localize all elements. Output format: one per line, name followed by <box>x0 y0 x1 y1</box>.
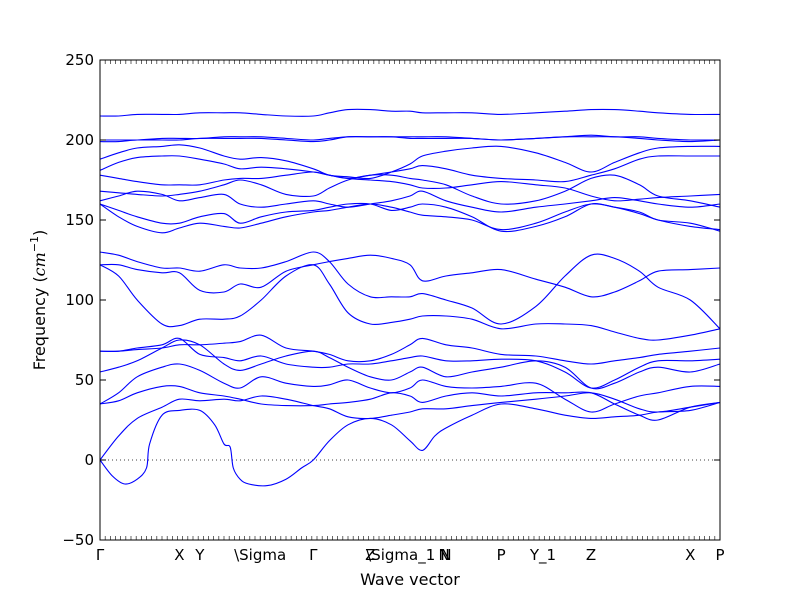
y-axis-label: Frequency (cm−1) <box>28 230 49 371</box>
phonon-branch-7 <box>99 334 721 365</box>
phonon-branch-3 <box>99 385 721 421</box>
k-point-label: Y_1 <box>529 546 556 565</box>
y-tick-label: 100 <box>65 291 94 309</box>
y-tick-label: 0 <box>84 451 94 469</box>
k-point-label: X <box>685 546 695 564</box>
y-axis-label-exponent: −1 <box>28 236 41 252</box>
k-point-label: Y <box>194 546 205 564</box>
k-point-label: N <box>440 546 451 564</box>
phonon-branch-15 <box>99 171 721 202</box>
x-axis-label: Wave vector <box>360 570 460 589</box>
phonon-branch-20 <box>99 108 721 117</box>
phonon-branch-5 <box>99 339 721 390</box>
k-point-label: \Sigma_1 <box>366 546 435 565</box>
y-tick-label: 250 <box>65 51 94 69</box>
k-point-label: \Sigma <box>234 546 286 564</box>
phonon-branch-14 <box>99 174 721 208</box>
y-axis-label-unit: cm <box>30 252 49 276</box>
k-point-label: X <box>174 546 184 564</box>
k-point-label: P <box>497 546 506 564</box>
phonon-branch-19 <box>100 134 721 141</box>
phonon-branch-6 <box>99 337 721 389</box>
phonon-branch-8 <box>99 264 721 341</box>
phonon-branch-4 <box>99 363 721 413</box>
k-point-label: N <box>438 546 449 564</box>
phonon-branch-9 <box>99 254 721 298</box>
y-tick-label: −50 <box>62 531 94 549</box>
y-axis-label-text: Frequency ( <box>30 276 49 370</box>
y-tick-label: 200 <box>65 131 94 149</box>
phonon-branch-17 <box>99 144 721 180</box>
y-tick-label: 50 <box>75 371 94 389</box>
y-axis-label-close: ) <box>30 230 49 236</box>
k-point-label: P <box>715 546 724 564</box>
phonon-branch-16 <box>99 155 720 183</box>
phonon-branch-2 <box>99 392 721 461</box>
y-tick-label: 150 <box>65 211 94 229</box>
phonon-branch-12 <box>99 202 721 233</box>
k-point-label: Z <box>365 546 375 564</box>
k-point-label: Γ <box>309 546 318 564</box>
phonon-branch-1 <box>99 401 721 487</box>
phonon-branch-10 <box>99 251 721 330</box>
k-point-label: Γ <box>96 546 105 564</box>
k-point-label: Z <box>586 546 596 564</box>
